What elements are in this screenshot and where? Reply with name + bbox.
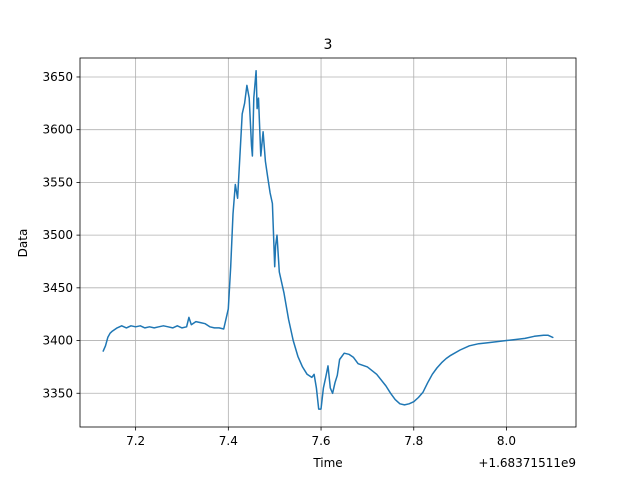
y-tick-label: 3600 (42, 123, 73, 137)
data-series-line (102, 69, 554, 410)
y-tick-label: 3350 (42, 386, 73, 400)
y-tick-label: 3650 (42, 70, 73, 84)
x-tick-label: 8.0 (497, 434, 516, 448)
x-tick-label: 7.6 (311, 434, 330, 448)
axes-frame (79, 57, 577, 428)
y-tick-label: 3400 (42, 334, 73, 348)
y-axis-label: Data (16, 229, 30, 258)
x-axis-ticks: 7.2 7.4 7.6 7.8 8.0 (126, 427, 516, 448)
chart-title: 3 (324, 37, 333, 53)
x-tick-label: 7.8 (404, 434, 423, 448)
y-tick-label: 3500 (42, 228, 73, 242)
x-offset-label: +1.68371511e9 (478, 456, 576, 470)
y-axis-ticks: 3350 3400 3450 3500 3550 3600 3650 (42, 70, 80, 400)
x-axis-label: Time (312, 456, 342, 470)
y-tick-label: 3550 (42, 175, 73, 189)
x-tick-label: 7.4 (219, 434, 238, 448)
x-tick-label: 7.2 (126, 434, 145, 448)
y-tick-label: 3450 (42, 281, 73, 295)
grid-lines (80, 58, 576, 427)
